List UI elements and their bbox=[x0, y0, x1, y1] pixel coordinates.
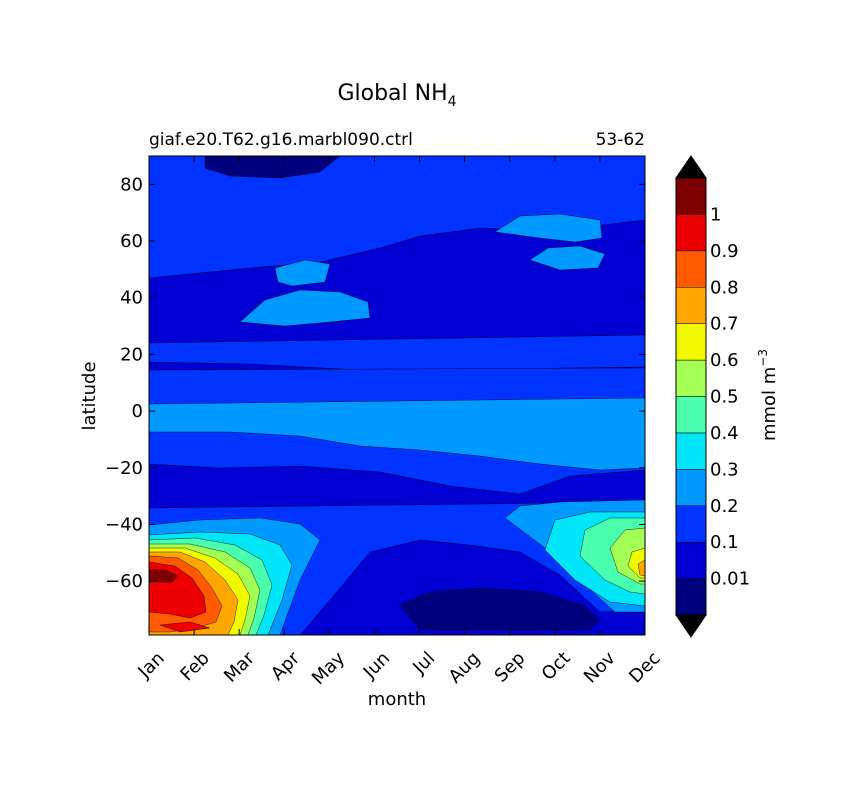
colorbar-swatch bbox=[675, 432, 707, 470]
colorbar-tick-label: 0.01 bbox=[710, 569, 750, 590]
subtitle-left: giaf.e20.T62.g16.marbl090.ctrl bbox=[149, 130, 413, 150]
y-tick-label: −60 bbox=[105, 571, 143, 592]
colorbar: 0.01 0.1 0.2 0.3 0.4 0.5 0.6 0.7 0.8 0.9 1 bbox=[675, 155, 750, 638]
colorbar-frame bbox=[675, 177, 707, 616]
colorbar-tick-label: 0.7 bbox=[710, 314, 739, 335]
colorbar-tick-label: 0.9 bbox=[710, 241, 739, 262]
chart-title: Global NH4 bbox=[337, 81, 456, 110]
y-tick-label: 0 bbox=[132, 401, 143, 422]
x-tick-label: Jun bbox=[359, 648, 394, 683]
colorbar-label: mmol m−3 bbox=[756, 349, 780, 441]
colorbar-swatch bbox=[675, 177, 707, 215]
contour-level-1-0 bbox=[149, 569, 179, 583]
x-axis-label: month bbox=[368, 689, 426, 710]
x-tick-label: Oct bbox=[538, 648, 575, 685]
y-axis: 80 60 40 20 0 −20 −40 −60 bbox=[105, 174, 645, 592]
colorbar-tick-label: 0.8 bbox=[710, 277, 739, 298]
x-tick-label: Dec bbox=[625, 648, 664, 687]
x-tick-label: May bbox=[308, 648, 349, 689]
colorbar-swatch bbox=[675, 359, 707, 397]
colorbar-swatch bbox=[675, 469, 707, 507]
colorbar-tick-label: 0.1 bbox=[710, 532, 739, 553]
colorbar-tick-label: 0.4 bbox=[710, 423, 739, 444]
plot-frame bbox=[148, 155, 646, 636]
x-tick-label: Sep bbox=[491, 648, 530, 687]
x-tick-label: Jan bbox=[134, 648, 169, 683]
x-tick-label: Mar bbox=[220, 647, 259, 686]
y-axis-label: latitude bbox=[79, 361, 100, 430]
colorbar-tick-label: 0.3 bbox=[710, 459, 739, 480]
x-tick-label: Nov bbox=[580, 648, 620, 688]
y-tick-label: −20 bbox=[105, 458, 143, 479]
colorbar-swatch bbox=[675, 578, 707, 616]
subtitle-right: 53-62 bbox=[596, 130, 645, 150]
colorbar-swatch bbox=[675, 214, 707, 252]
colorbar-swatch bbox=[675, 541, 707, 579]
x-tick-label: Jul bbox=[408, 648, 439, 679]
x-tick-label: Aug bbox=[445, 648, 485, 688]
colorbar-tick-label: 0.5 bbox=[710, 387, 739, 408]
colorbar-tick-label: 0.6 bbox=[710, 350, 739, 371]
colorbar-extend-high bbox=[675, 155, 707, 179]
y-tick-label: −40 bbox=[105, 514, 143, 535]
colorbar-tick-label: 1 bbox=[710, 204, 721, 225]
colorbar-swatch bbox=[675, 323, 707, 361]
colorbar-swatch bbox=[675, 250, 707, 288]
colorbar-extend-low bbox=[675, 614, 707, 638]
plot-area bbox=[149, 156, 645, 635]
colorbar-tick-label: 0.2 bbox=[710, 496, 739, 517]
x-tick-label: Feb bbox=[176, 648, 213, 685]
colorbar-swatch bbox=[675, 287, 707, 324]
colorbar-swatch bbox=[675, 505, 707, 543]
colorbar-swatch bbox=[675, 396, 707, 434]
y-tick-label: 40 bbox=[120, 288, 143, 309]
y-tick-label: 80 bbox=[120, 174, 143, 195]
y-tick-label: 20 bbox=[120, 344, 143, 365]
y-tick-label: 60 bbox=[120, 231, 143, 252]
x-tick-label: Apr bbox=[267, 647, 304, 684]
